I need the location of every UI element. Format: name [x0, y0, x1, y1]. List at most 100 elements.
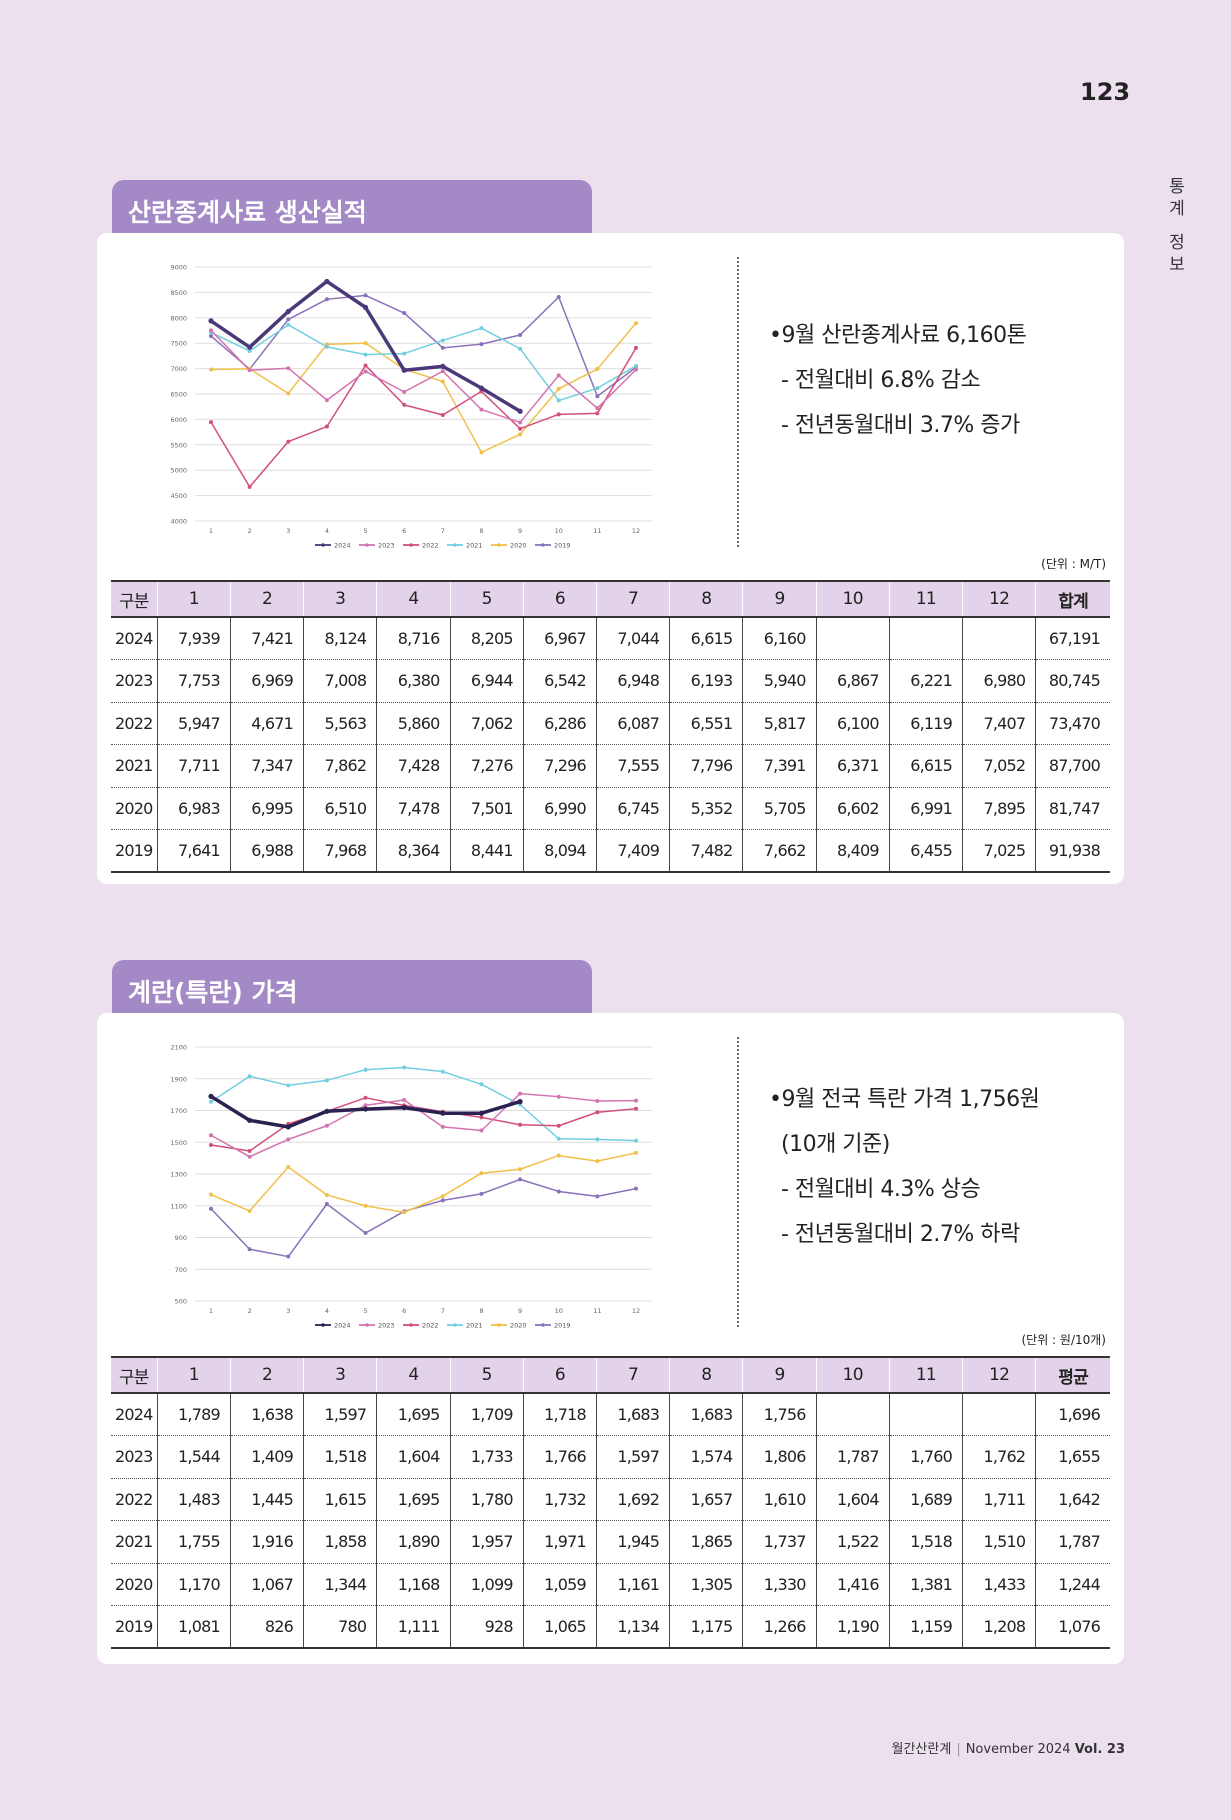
table-cell: 1,695 [376, 1393, 450, 1436]
row-year: 2024 [111, 617, 158, 660]
data-point [634, 1150, 638, 1155]
summary-yoy: - 전년동월대비 3.7% 증가 [781, 413, 1020, 438]
data-point [634, 363, 638, 368]
table-cell: 1,760 [888, 1435, 963, 1479]
table-cell: 6,371 [815, 744, 890, 788]
data-point [634, 1138, 638, 1143]
table-cell: 7,421 [229, 617, 304, 660]
data-point [247, 344, 253, 350]
data-point [634, 321, 638, 326]
feed-production-chart: 4000 4500 5000 5500 6000 6500 7000 7500 8000 8500… [97, 233, 737, 553]
data-point [440, 1069, 445, 1074]
table-cell: 8,124 [303, 617, 377, 660]
legend-marker [321, 1323, 325, 1327]
column-header: 1 [156, 1356, 231, 1394]
summary-headline: •9월 전국 특란 가격 1,756원 [769, 1087, 1040, 1112]
data-point [209, 1206, 213, 1211]
series-line-2019 [210, 1178, 637, 1258]
series-line-2019 [210, 294, 637, 398]
table-cell: 7,711 [156, 744, 231, 788]
x-tick-label: 10 [555, 527, 563, 535]
data-point [556, 373, 561, 378]
data-point [556, 1153, 561, 1158]
column-header: 6 [522, 580, 597, 618]
data-point [479, 407, 484, 412]
data-point [247, 1074, 252, 1079]
table-cell: 8,409 [815, 829, 890, 873]
column-header: 5 [449, 1356, 524, 1394]
data-point [324, 1202, 329, 1207]
legend-label: 2019 [554, 542, 571, 550]
table-cell: 1,409 [229, 1435, 304, 1479]
y-tick-label: 5000 [170, 467, 187, 475]
y-tick-label: 1900 [170, 1075, 187, 1083]
data-point [247, 1154, 252, 1159]
legend-marker [453, 1323, 457, 1327]
table-cell: 1,244 [1035, 1563, 1110, 1606]
table-row: 2019 1,081 826 780 1,111 928 1,065 1,134 1,175 1,… [111, 1605, 1110, 1649]
table-cell: 7,409 [595, 829, 670, 873]
table-cell: 6,087 [595, 702, 670, 745]
legend-label: 2021 [466, 1322, 483, 1330]
legend-label: 2022 [422, 1322, 439, 1330]
side-tab-statistics[interactable]: 통 계 정 보 [1165, 176, 1189, 276]
table-cell: 7,862 [303, 744, 377, 788]
data-point [401, 367, 407, 373]
column-header: 12 [962, 1356, 1036, 1394]
x-tick-label: 12 [632, 1307, 640, 1315]
table-cell: 1,655 [1035, 1435, 1110, 1479]
data-point [595, 394, 600, 399]
table-row: 2022 1,483 1,445 1,615 1,695 1,780 1,732 1,692 1… [111, 1478, 1110, 1521]
column-header: 11 [888, 1356, 963, 1394]
x-tick-label: 3 [286, 527, 290, 535]
data-point [402, 1210, 407, 1215]
y-tick-label: 2100 [170, 1044, 187, 1052]
data-point [440, 338, 445, 343]
data-point [479, 1115, 484, 1120]
column-header: 1 [156, 580, 231, 618]
table-cell [962, 617, 1036, 660]
column-header: 합계 [1035, 580, 1110, 618]
data-point [518, 426, 523, 431]
table-cell: 1,638 [229, 1393, 304, 1436]
row-year: 2022 [111, 702, 158, 745]
table-cell: 6,867 [815, 659, 890, 703]
table-cell: 7,428 [376, 744, 450, 788]
column-header: 5 [449, 580, 524, 618]
data-point [209, 334, 213, 339]
table-cell: 1,787 [1035, 1520, 1110, 1564]
table-cell: 7,008 [303, 659, 377, 703]
table-cell: 928 [449, 1605, 524, 1649]
data-point [479, 326, 484, 331]
data-point [324, 1078, 329, 1083]
y-tick-label: 900 [175, 1234, 187, 1242]
egg-price-table: 구분 1 2 3 4 5 6 7 8 9 10 11 12 평균 2024 1,789 1,638 1,597 1,… [111, 1356, 1110, 1649]
table-cell: 6,380 [376, 659, 450, 703]
row-year: 2020 [111, 1563, 158, 1606]
summary-headline: •9월 산란종계사료 6,160톤 [769, 323, 1027, 348]
table-cell: 1,416 [815, 1563, 890, 1606]
table-cell: 6,991 [888, 787, 963, 830]
issue-date: November 2024 [965, 1742, 1071, 1757]
table-cell: 6,119 [888, 702, 963, 745]
table-cell: 1,865 [669, 1520, 743, 1564]
legend-label: 2022 [422, 542, 439, 550]
table-cell: 5,705 [742, 787, 817, 830]
table-cell: 6,983 [156, 787, 231, 830]
table-row: 2020 1,170 1,067 1,344 1,168 1,099 1,059 1,161 1… [111, 1563, 1110, 1606]
table-cell: 1,689 [888, 1478, 963, 1521]
data-point [363, 341, 368, 346]
table-cell: 7,753 [156, 659, 231, 703]
table-cell: 1,696 [1035, 1393, 1110, 1436]
y-tick-label: 5500 [170, 441, 187, 449]
y-tick-label: 7500 [170, 340, 187, 348]
data-point [595, 1098, 600, 1103]
row-year: 2021 [111, 744, 158, 788]
table-cell: 1,732 [522, 1478, 597, 1521]
data-point [209, 1142, 213, 1147]
table-cell: 7,276 [449, 744, 524, 788]
column-header: 12 [962, 580, 1036, 618]
table-header-row: 구분 1 2 3 4 5 6 7 8 9 10 11 12 합계 [111, 580, 1110, 618]
y-tick-label: 6000 [170, 416, 187, 424]
